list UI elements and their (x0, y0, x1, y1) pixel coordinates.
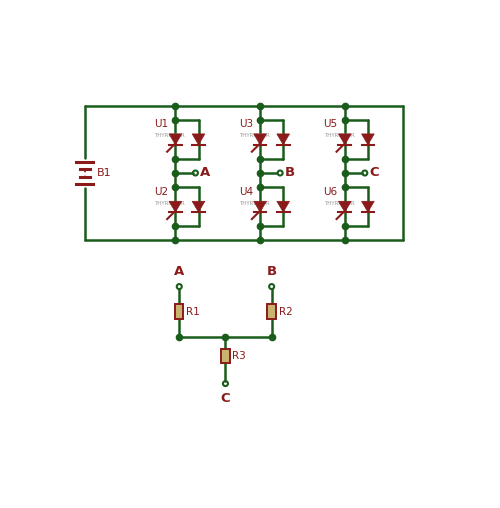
Text: A: A (200, 167, 210, 179)
Polygon shape (277, 134, 289, 145)
Text: U6: U6 (324, 186, 338, 197)
Polygon shape (277, 201, 289, 212)
Bar (268, 304, 276, 319)
Text: A: A (174, 265, 184, 278)
Text: B1: B1 (97, 168, 112, 178)
Text: THYRISTOR: THYRISTOR (239, 201, 270, 206)
Text: B: B (266, 265, 276, 278)
Polygon shape (338, 134, 351, 145)
Polygon shape (362, 134, 374, 145)
Text: U1: U1 (154, 119, 168, 130)
Text: THYRISTOR: THYRISTOR (324, 201, 354, 206)
Text: R3: R3 (232, 351, 246, 361)
Polygon shape (192, 201, 205, 212)
Text: U2: U2 (154, 186, 168, 197)
Polygon shape (254, 201, 266, 212)
Polygon shape (362, 201, 374, 212)
Text: U3: U3 (239, 119, 253, 130)
Text: U5: U5 (324, 119, 338, 130)
Text: THYRISTOR: THYRISTOR (324, 133, 354, 138)
Text: THYRISTOR: THYRISTOR (154, 133, 185, 138)
Polygon shape (169, 201, 182, 212)
Text: C: C (220, 392, 230, 405)
Text: R1: R1 (186, 307, 200, 316)
Text: R2: R2 (278, 307, 292, 316)
Text: THYRISTOR: THYRISTOR (239, 133, 270, 138)
Text: B: B (285, 167, 295, 179)
Bar (221, 348, 230, 363)
Polygon shape (169, 134, 182, 145)
Polygon shape (254, 134, 266, 145)
Text: U4: U4 (239, 186, 253, 197)
Polygon shape (192, 134, 205, 145)
Bar (175, 304, 184, 319)
Text: THYRISTOR: THYRISTOR (154, 201, 185, 206)
Polygon shape (338, 201, 351, 212)
Text: C: C (370, 167, 380, 179)
